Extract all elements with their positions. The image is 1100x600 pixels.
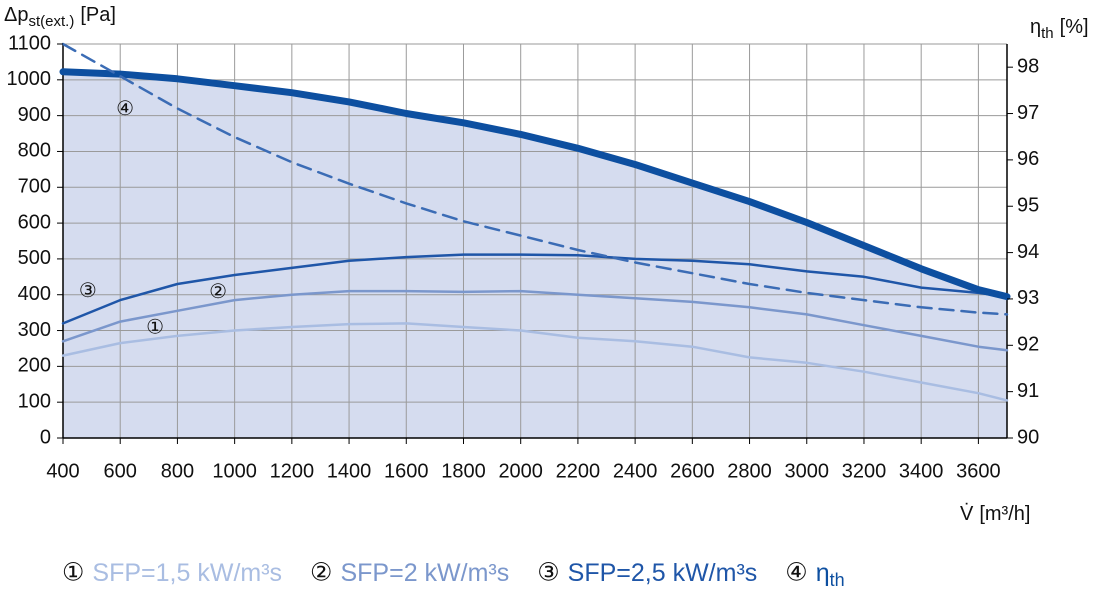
x-tick-label: 1200 <box>270 460 315 482</box>
legend-item: ② SFP=2 kW/m³s <box>310 559 509 587</box>
y2-tick-label: 98 <box>1017 55 1039 77</box>
y-tick-label: 400 <box>18 283 51 305</box>
annotation: ② <box>209 281 227 303</box>
legend-item: ① SFP=1,5 kW/m³s <box>62 559 282 587</box>
annotation: ③ <box>79 280 97 302</box>
y-tick-label: 300 <box>18 319 51 341</box>
line <box>61 289 1009 352</box>
y-tick-label: 600 <box>18 211 51 233</box>
legend-item: ③ SFP=2,5 kW/m³s <box>537 559 757 587</box>
legend-item: ④ ηth <box>785 559 844 590</box>
x-tick-label: 2200 <box>556 460 601 482</box>
y2-tick-label: 92 <box>1017 334 1039 356</box>
x-tick-label: 2400 <box>613 460 658 482</box>
x-tick-label: 2000 <box>498 460 543 482</box>
line <box>61 42 1009 316</box>
y-tick-label: 500 <box>18 247 51 269</box>
y2-axis-label: ηth [%] <box>1030 16 1089 42</box>
y-tick-label: 100 <box>18 390 51 412</box>
y-tick-label: 800 <box>18 140 51 162</box>
x-tick-label: 600 <box>104 460 137 482</box>
y2-tick-label: 96 <box>1017 148 1039 170</box>
x-tick-label: 1600 <box>384 460 429 482</box>
legend-marker: ② <box>310 559 332 587</box>
x-tick-label: 3000 <box>785 460 830 482</box>
y2-tick-label: 90 <box>1017 426 1039 448</box>
legend-name: SFP=2,5 kW/m³s <box>568 559 758 587</box>
x-tick-label: 800 <box>161 460 194 482</box>
legend-label: SFP=2 kW/m³s <box>340 559 509 587</box>
x-tick-label: 2800 <box>727 460 772 482</box>
x-tick-label: 1800 <box>441 460 486 482</box>
x-tick-label: 1400 <box>327 460 372 482</box>
legend-name: SFP=2 kW/m³s <box>340 559 509 587</box>
legend-marker: ④ <box>785 559 807 587</box>
line <box>61 322 1009 402</box>
annotation: ④ <box>116 98 134 120</box>
line <box>61 253 1009 325</box>
y2-tick-label: 93 <box>1017 287 1039 309</box>
x-tick-label: 3200 <box>842 460 887 482</box>
x-tick-label: 3400 <box>899 460 944 482</box>
y2-tick-label: 94 <box>1017 241 1039 263</box>
y2-tick-label: 97 <box>1017 102 1039 124</box>
legend-label: SFP=2,5 kW/m³s <box>568 559 758 587</box>
y2-tick-label: 95 <box>1017 195 1039 217</box>
x-tick-label: 3600 <box>956 460 1001 482</box>
y-tick-label: 1000 <box>7 68 52 90</box>
legend-name: η <box>816 559 830 587</box>
x-tick-label: 1000 <box>212 460 257 482</box>
y-tick-label: 1100 <box>8 32 51 54</box>
y-axis-label: Δpst(ext.) [Pa] <box>4 4 116 30</box>
y2-tick-label: 91 <box>1017 380 1039 402</box>
y-tick-label: 0 <box>40 426 51 448</box>
y-tick-label: 700 <box>18 176 51 198</box>
legend-label: SFP=1,5 kW/m³s <box>92 559 282 587</box>
x-axis-label: V̇ [m³/h] <box>960 503 1030 525</box>
x-tick-label: 2600 <box>670 460 715 482</box>
legend-marker: ③ <box>537 559 559 587</box>
legend-label: ηth <box>816 559 845 590</box>
legend-name-sub: th <box>830 570 845 590</box>
legend-marker: ① <box>62 559 84 587</box>
y-tick-label: 900 <box>18 104 51 126</box>
line <box>59 68 1011 301</box>
x-tick-label: 400 <box>46 460 79 482</box>
legend-name: SFP=1,5 kW/m³s <box>92 559 282 587</box>
y-tick-label: 200 <box>18 355 51 377</box>
annotation: ① <box>146 316 164 338</box>
